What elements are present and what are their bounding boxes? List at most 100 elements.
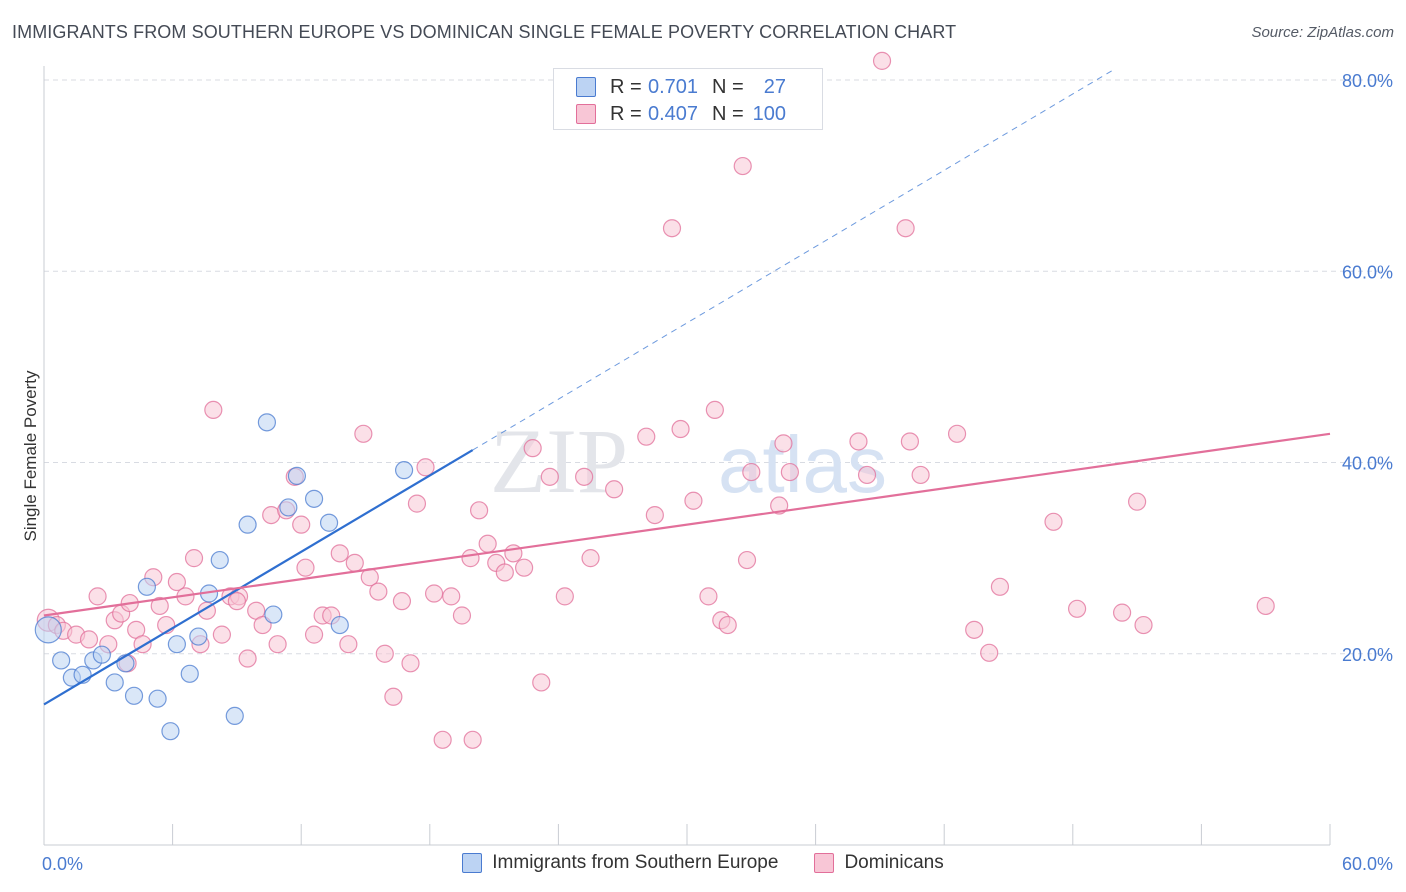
data-point bbox=[137, 577, 156, 596]
data-point bbox=[684, 491, 703, 510]
data-point bbox=[354, 424, 373, 443]
data-point bbox=[392, 592, 412, 611]
data-point bbox=[268, 635, 287, 654]
data-point bbox=[161, 722, 180, 741]
x-tick-label: 0.0% bbox=[42, 854, 83, 874]
data-point bbox=[92, 645, 111, 664]
legend-label: Dominicans bbox=[844, 852, 944, 873]
data-point bbox=[965, 620, 984, 639]
data-point bbox=[575, 467, 594, 486]
data-point bbox=[699, 587, 718, 606]
data-point bbox=[780, 462, 799, 482]
data-point bbox=[88, 587, 107, 606]
data-point bbox=[947, 424, 967, 443]
data-point bbox=[637, 427, 656, 446]
data-point bbox=[287, 466, 307, 485]
data-point bbox=[896, 219, 915, 238]
legend-item-southern-europe[interactable]: Immigrants from Southern Europe bbox=[462, 852, 778, 874]
legend-swatch-blue bbox=[462, 853, 483, 873]
data-point bbox=[1256, 596, 1275, 616]
data-point bbox=[296, 558, 315, 577]
data-point bbox=[105, 673, 124, 692]
data-point bbox=[330, 615, 349, 635]
data-point bbox=[733, 156, 752, 176]
data-point bbox=[872, 51, 892, 70]
data-point bbox=[238, 515, 257, 534]
data-point bbox=[204, 400, 223, 420]
data-point bbox=[555, 587, 574, 606]
data-point bbox=[212, 625, 231, 644]
data-point bbox=[469, 501, 489, 520]
data-point bbox=[433, 730, 452, 749]
data-point bbox=[401, 654, 420, 673]
data-point bbox=[1112, 603, 1132, 622]
data-point bbox=[705, 400, 724, 420]
legend-swatch-blue bbox=[576, 77, 596, 97]
legend-row-dominicans: R = 0.407 N = 100 bbox=[576, 101, 786, 127]
dominicans-points bbox=[36, 51, 1275, 749]
data-point bbox=[849, 432, 868, 451]
data-point bbox=[52, 651, 71, 670]
data-point bbox=[407, 494, 427, 513]
y-axis-label: Single Female Poverty bbox=[21, 370, 40, 542]
data-point bbox=[319, 513, 339, 532]
data-point bbox=[452, 606, 472, 625]
data-point bbox=[384, 687, 403, 706]
data-point bbox=[857, 465, 877, 485]
data-point bbox=[515, 558, 534, 577]
legend-n-value: 27 bbox=[763, 75, 786, 98]
data-point bbox=[148, 689, 167, 708]
data-point bbox=[718, 615, 737, 635]
data-point bbox=[79, 630, 99, 649]
data-point bbox=[189, 627, 208, 646]
data-point bbox=[167, 635, 186, 654]
legend-label: Immigrants from Southern Europe bbox=[492, 852, 779, 873]
y-tick-label: 80.0% bbox=[1342, 71, 1393, 91]
data-point bbox=[900, 432, 920, 451]
correlation-legend: R = 0.701 N = 27 R = 0.407 N = 100 bbox=[553, 68, 823, 130]
axes bbox=[43, 66, 1331, 846]
legend-row-southern-europe: R = 0.701 N = 27 bbox=[576, 74, 786, 100]
data-point bbox=[124, 686, 144, 705]
legend-swatch-pink bbox=[576, 104, 596, 124]
data-point bbox=[34, 616, 62, 644]
data-point bbox=[990, 577, 1010, 596]
data-point bbox=[911, 465, 930, 485]
trend-line-blue bbox=[43, 449, 474, 706]
legend-r-value: 0.701 bbox=[648, 75, 699, 98]
legend-item-dominicans[interactable]: Dominicans bbox=[814, 852, 944, 874]
data-point bbox=[167, 572, 186, 592]
data-point bbox=[605, 480, 624, 499]
legend-r-label: R = bbox=[610, 102, 642, 125]
data-point bbox=[279, 498, 298, 517]
data-point bbox=[523, 439, 542, 458]
data-point bbox=[532, 673, 551, 692]
legend-r-value: 0.407 bbox=[648, 102, 699, 125]
data-point bbox=[424, 584, 444, 603]
data-point bbox=[345, 553, 364, 573]
series-legend: Immigrants from Southern Europe Dominica… bbox=[0, 852, 1406, 874]
data-point bbox=[461, 549, 480, 568]
data-point bbox=[227, 592, 246, 611]
watermark-zip: ZIP bbox=[490, 410, 628, 512]
data-point bbox=[495, 563, 514, 582]
data-point bbox=[737, 550, 757, 570]
data-point bbox=[774, 434, 793, 453]
data-point bbox=[262, 505, 281, 525]
data-point bbox=[304, 489, 324, 508]
data-point bbox=[339, 635, 358, 654]
data-point bbox=[375, 644, 394, 663]
trend-extension-blue bbox=[472, 68, 1116, 451]
data-point bbox=[238, 649, 257, 668]
data-point bbox=[180, 664, 199, 683]
data-point bbox=[264, 605, 283, 624]
data-point bbox=[304, 625, 324, 644]
data-point bbox=[1134, 615, 1153, 635]
legend-swatch-pink bbox=[814, 853, 835, 873]
legend-n-label: N = bbox=[712, 75, 744, 98]
data-point bbox=[662, 219, 682, 238]
data-point bbox=[463, 730, 482, 749]
data-point bbox=[150, 596, 169, 616]
gridlines bbox=[44, 79, 1392, 655]
data-point bbox=[645, 505, 664, 525]
